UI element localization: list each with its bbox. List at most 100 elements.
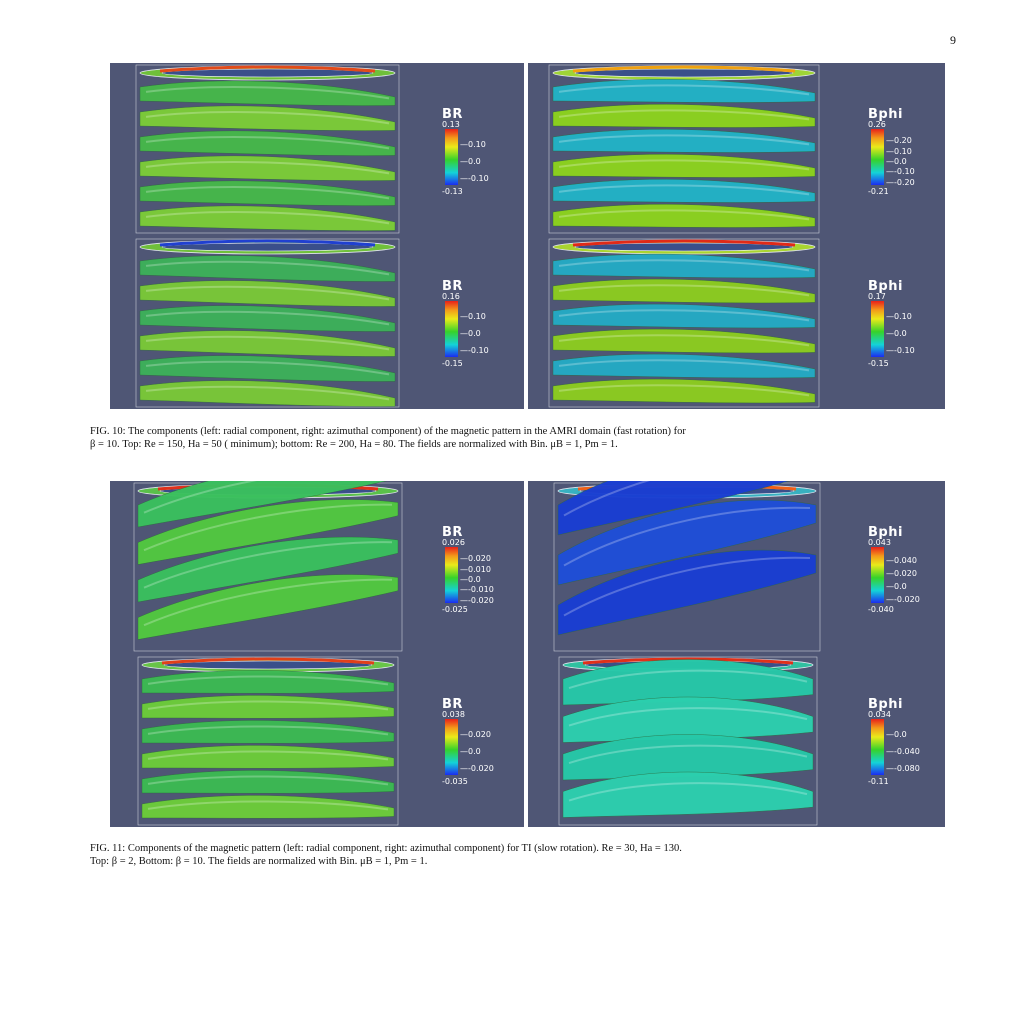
colorbar-tick-label: —0.0 (460, 329, 481, 338)
colorbar-max-label: 0.026 (442, 538, 465, 547)
colorbar-tick-label: —0.020 (460, 554, 491, 564)
helix-band (552, 104, 816, 128)
helix-band (137, 574, 399, 640)
panel-divider (524, 481, 528, 827)
cylinder-outline (135, 238, 400, 408)
colorbar-min-label: -0.11 (868, 777, 889, 786)
helix-band (139, 255, 396, 282)
colorbar-gradient (871, 301, 884, 357)
colorbar-max-label: 0.17 (868, 292, 886, 301)
helix-band (139, 280, 396, 307)
colorbar-tick-label: —-0.20 (886, 177, 915, 187)
helix-band (552, 253, 816, 279)
band-highlight (558, 259, 810, 272)
band-highlight (145, 136, 390, 150)
colorbar-max-label: 0.038 (442, 710, 465, 719)
helix-band (141, 720, 395, 744)
colorbar-title: BR (442, 279, 463, 294)
helix-band (139, 155, 396, 181)
colorbar-tick-label: —-0.080 (886, 764, 920, 774)
band-highlight (558, 159, 810, 171)
helix-band (139, 105, 396, 131)
fig11-caption: FIG. 11: Components of the magnetic patt… (90, 842, 970, 868)
band-highlight (147, 675, 389, 686)
colorbar-gradient (445, 301, 458, 357)
cap-accent (161, 657, 375, 665)
fig10-left-render (135, 64, 400, 408)
cap-accent (159, 239, 376, 247)
helix-band (552, 278, 816, 304)
band-highlight (558, 309, 810, 322)
colorbar-tick-label: —-0.020 (460, 595, 494, 605)
band-highlight (558, 359, 810, 372)
band-highlight (563, 481, 651, 517)
colorbar-tick-label: —0.0 (460, 575, 481, 584)
colorbar-legend: Bphi 0.26 —0.20 —0.10 —0.0 —-0.10 —-0.20 -0.21 (868, 107, 938, 202)
helix-band (552, 179, 816, 203)
band-highlight (558, 84, 810, 96)
helix-bands (135, 64, 400, 234)
helix-band (552, 204, 816, 228)
band-highlight (563, 556, 811, 617)
band-highlight (558, 384, 810, 397)
colorbar-min-label: -0.025 (442, 605, 468, 614)
helix-band (552, 378, 816, 404)
fig11-caption-line-1: FIG. 11: Components of the magnetic patt… (90, 843, 682, 854)
colorbar-legend: BR 0.038 —0.020 —0.0 —-0.020 -0.035 (442, 697, 512, 792)
colorbar-title: Bphi (868, 697, 903, 712)
band-highlight (558, 134, 810, 146)
band-highlight (145, 111, 390, 125)
colorbar-max-label: 0.13 (442, 120, 460, 129)
cap-inner (574, 68, 794, 78)
colorbar-tick-label: —0.010 (460, 564, 491, 574)
band-highlight (147, 775, 389, 786)
helix-band (552, 353, 816, 379)
colorbar-tick-label: —-0.10 (886, 346, 915, 356)
colorbar-tick-label: —0.0 (886, 157, 907, 166)
helix-band (139, 180, 396, 206)
band-highlight (558, 109, 810, 121)
helix-band (141, 695, 395, 719)
colorbar-tick-label: —0.0 (886, 329, 907, 338)
cap-inner (161, 68, 374, 78)
colorbar-title: BR (442, 107, 463, 122)
fig11-right-render (553, 481, 821, 826)
helix-bands (553, 481, 821, 652)
fig10-caption-line-2: β = 10. Top: Re = 150, Ha = 50 ( minimum… (90, 439, 618, 450)
band-highlight (558, 209, 810, 221)
helix-band (552, 328, 816, 354)
band-highlight (143, 578, 393, 627)
band-highlight (558, 184, 810, 196)
colorbar-tick-label: —-0.10 (460, 346, 489, 356)
cylinder-outline (558, 656, 818, 826)
band-highlight (147, 800, 389, 811)
cap-accent (159, 65, 376, 73)
band-highlight (145, 360, 390, 376)
band-highlight (147, 700, 389, 711)
helix-bands (137, 656, 399, 826)
colorbar-tick-label: —-0.010 (460, 585, 494, 595)
colorbar-legend: BR 0.16 —0.10 —0.0 —-0.10 -0.15 (442, 279, 512, 374)
colorbar-gradient (445, 547, 458, 603)
cylinder-outline (135, 64, 400, 234)
colorbar-title: Bphi (868, 279, 903, 294)
colorbar-max-label: 0.034 (868, 710, 891, 719)
band-highlight (145, 260, 390, 276)
colorbar-tick-label: —0.0 (460, 747, 481, 756)
colorbar-min-label: -0.035 (442, 777, 468, 786)
helix-band (557, 499, 817, 586)
colorbar-tick-label: —0.10 (460, 311, 486, 321)
band-highlight (145, 186, 390, 200)
fig10-caption-line-1: FIG. 10: The components (left: radial co… (90, 426, 686, 437)
cylinder-outline (137, 656, 399, 826)
band-highlight (145, 310, 390, 326)
colorbar-tick-label: —0.10 (460, 139, 486, 149)
colorbar-tick-label: —0.040 (886, 555, 917, 565)
band-highlight (568, 669, 808, 690)
colorbar-tick-label: —0.0 (886, 581, 907, 591)
colorbar-tick-label: —0.20 (886, 136, 912, 146)
cap-accent (582, 657, 794, 665)
colorbar-tick-label: —-0.040 (886, 747, 920, 756)
band-highlight (143, 503, 393, 552)
band-highlight (145, 335, 390, 351)
